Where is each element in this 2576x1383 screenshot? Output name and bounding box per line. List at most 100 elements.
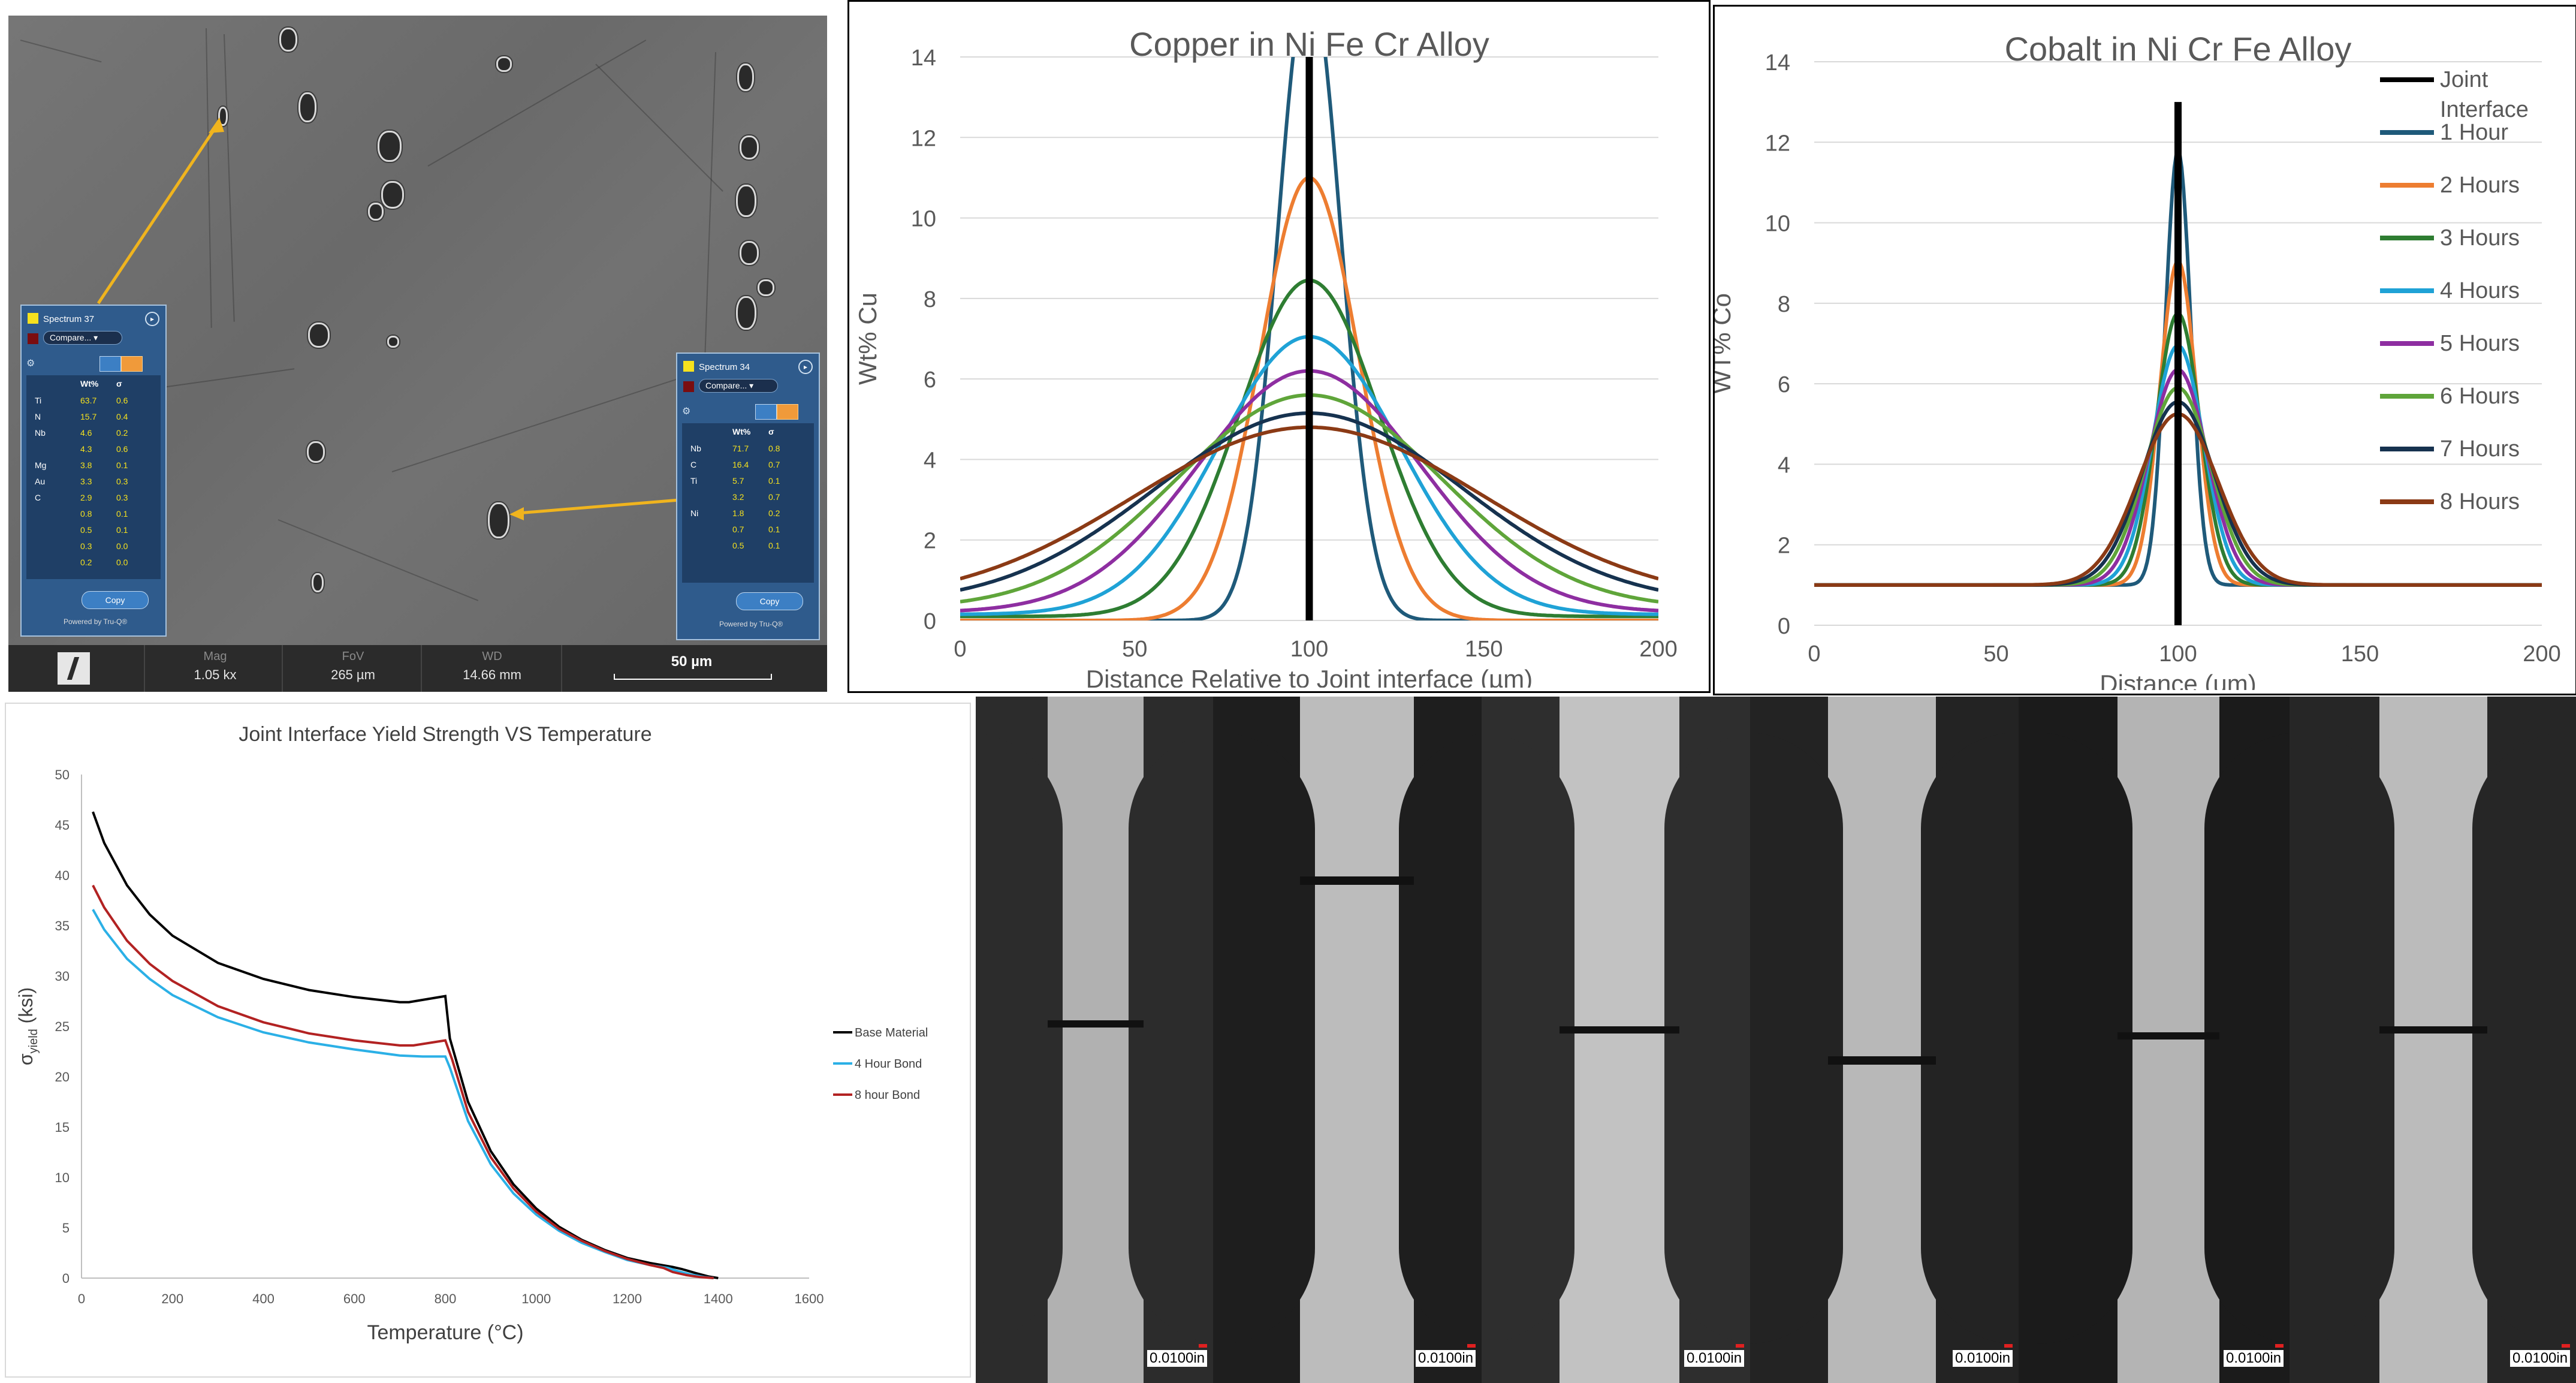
mag-field: Mag 1.05 kx <box>152 650 278 683</box>
arrow-line <box>96 122 220 305</box>
fracture-gap <box>1828 1056 1936 1065</box>
x-tick-label: 1200 <box>613 1291 642 1306</box>
series-line-8-hour-bond <box>92 884 714 1279</box>
col-wt: Wt% <box>80 379 99 388</box>
specimen-shoulder <box>2290 733 2394 1344</box>
fov-field: FoV 265 µm <box>290 650 416 683</box>
x-tick-label: 200 <box>1639 637 1677 662</box>
ylabel-unit: (ksi) <box>15 987 37 1029</box>
arrow-head <box>509 507 524 520</box>
legend-label: 7 Hours <box>2440 436 2520 462</box>
legend-label: 8 Hours <box>2440 489 2520 514</box>
copy-button[interactable]: Copy <box>82 591 149 609</box>
tensile-specimen-micrographs: 0.0100in 0.0100in 0.0100in 0.0100in 0.0100in… <box>976 697 2576 1383</box>
specimen-shoulder <box>1399 733 1482 1344</box>
fov-label: FoV <box>342 650 364 663</box>
percent-view-icon[interactable] <box>777 404 798 420</box>
specimen-gauge <box>1300 697 1414 1383</box>
element-sigma: 0.6 <box>116 396 128 405</box>
element-wt: 1.8 <box>732 508 744 518</box>
instrument-logo <box>58 652 90 685</box>
scale-marker <box>1467 1344 1476 1348</box>
x-tick-label: 50 <box>1983 641 2008 667</box>
wd-label: WD <box>482 650 502 663</box>
x-tick-label: 0 <box>954 637 966 662</box>
particle <box>312 573 324 592</box>
specimen-gauge <box>1560 697 1679 1383</box>
col-sigma: σ <box>768 427 774 436</box>
yield-strength-chart: Joint Interface Yield Strength VS Temper… <box>5 703 971 1378</box>
list-view-icon[interactable] <box>99 356 121 372</box>
wd-field: WD 14.66 mm <box>429 650 555 683</box>
legend-label-cont: Interface <box>2440 97 2529 122</box>
specimen-shoulder <box>1213 733 1315 1344</box>
spectrum-color-swatch <box>683 361 694 372</box>
particle <box>368 203 384 221</box>
scale-marker <box>2275 1344 2284 1348</box>
micrograph-specimen: 0.0100in <box>1482 697 1750 1383</box>
element-wt: 0.8 <box>80 509 92 519</box>
play-icon[interactable]: ▸ <box>145 312 159 326</box>
y-tick-label: 14 <box>1765 50 1790 76</box>
y-tick-label: 0 <box>1778 614 1790 639</box>
element-wt: 3.2 <box>732 492 744 502</box>
divider <box>282 645 283 692</box>
play-icon[interactable]: ▸ <box>798 360 813 374</box>
y-tick-label: 25 <box>55 1019 70 1034</box>
compare-dropdown[interactable]: Compare... ▾ <box>699 379 778 393</box>
micrograph-specimen: 0.0100in <box>1750 697 2019 1383</box>
particle <box>387 336 399 348</box>
gear-icon[interactable]: ⚙ <box>26 358 35 369</box>
element-symbol: Ti <box>35 396 42 405</box>
y-tick-label: 10 <box>911 207 936 232</box>
legend-label: 4 Hours <box>2440 278 2520 303</box>
list-view-icon[interactable] <box>755 404 777 420</box>
element-sigma: 0.3 <box>116 477 128 486</box>
percent-view-icon[interactable] <box>121 356 143 372</box>
y-tick-label: 0 <box>62 1271 70 1286</box>
micrograph-scale-label: 0.0100in <box>1684 1350 1745 1367</box>
copper-chart-svg: 0 2 4 6 8 10 12 14 0 50 100 150 200 Copper in Ni Fe C… <box>853 25 1678 693</box>
cobalt-chart-svg: 0 2 4 6 8 10 12 14 0 50 100 150 200 Cobalt in Ni Cr F… <box>1708 30 2561 698</box>
scale-bar <box>614 674 772 680</box>
ylabel-subscript: yield <box>27 1029 40 1053</box>
spectrum-table: Wt% σ Nb 71.7 0.8 C 16.4 0.7 Ti 5.7 0.1 3.2 0.7 Ni 1… <box>682 423 814 583</box>
y-tick-label: 6 <box>1778 372 1790 397</box>
element-sigma: 0.6 <box>116 444 128 454</box>
element-symbol: C <box>35 493 41 502</box>
y-tick-label: 30 <box>55 969 70 984</box>
compare-dropdown[interactable]: Compare... ▾ <box>43 331 122 345</box>
particle <box>496 56 512 72</box>
particle <box>737 64 754 91</box>
specimen-shoulder <box>1921 733 2019 1344</box>
micrograph-scale-label: 0.0100in <box>1953 1350 2013 1367</box>
y-tick-label: 4 <box>924 448 936 473</box>
legend-label: 1 Hour <box>2440 120 2508 145</box>
y-tick-label: 14 <box>911 46 936 71</box>
micrograph-specimen: 0.0100in <box>2019 697 2290 1383</box>
element-wt: 15.7 <box>80 412 97 421</box>
spectrum-37-panel: Spectrum 37 ▸ Compare... ▾ ⚙ Wt% σ Ti 63.… <box>20 305 167 637</box>
x-tick-label: 100 <box>1290 637 1328 662</box>
micrograph-scale-label: 0.0100in <box>2224 1350 2284 1367</box>
particle <box>381 181 404 209</box>
specimen-shoulder <box>1482 733 1574 1344</box>
micrograph-specimen: 0.0100in <box>976 697 1213 1383</box>
legend-label: Joint <box>2440 67 2488 92</box>
compare-color-swatch <box>683 381 694 392</box>
y-tick-label: 4 <box>1778 453 1790 478</box>
particle <box>298 92 316 122</box>
y-axis-label: σyield (ksi) <box>15 987 40 1065</box>
compare-label: Compare... <box>50 333 92 342</box>
y-axis-label: WT% Co <box>1715 293 1736 394</box>
element-sigma: 0.1 <box>768 525 780 534</box>
gear-icon[interactable]: ⚙ <box>682 406 691 417</box>
spectrum-color-swatch <box>28 313 38 324</box>
copy-button[interactable]: Copy <box>736 592 803 610</box>
x-tick-label: 200 <box>161 1291 183 1306</box>
y-tick-label: 50 <box>55 767 70 782</box>
scale-marker <box>2562 1344 2570 1348</box>
copper-chart: 0 2 4 6 8 10 12 14 0 50 100 150 200 Copper in Ni Fe C… <box>847 0 1711 693</box>
x-tick-label: 0 <box>78 1291 85 1306</box>
element-symbol: Mg <box>35 460 47 470</box>
